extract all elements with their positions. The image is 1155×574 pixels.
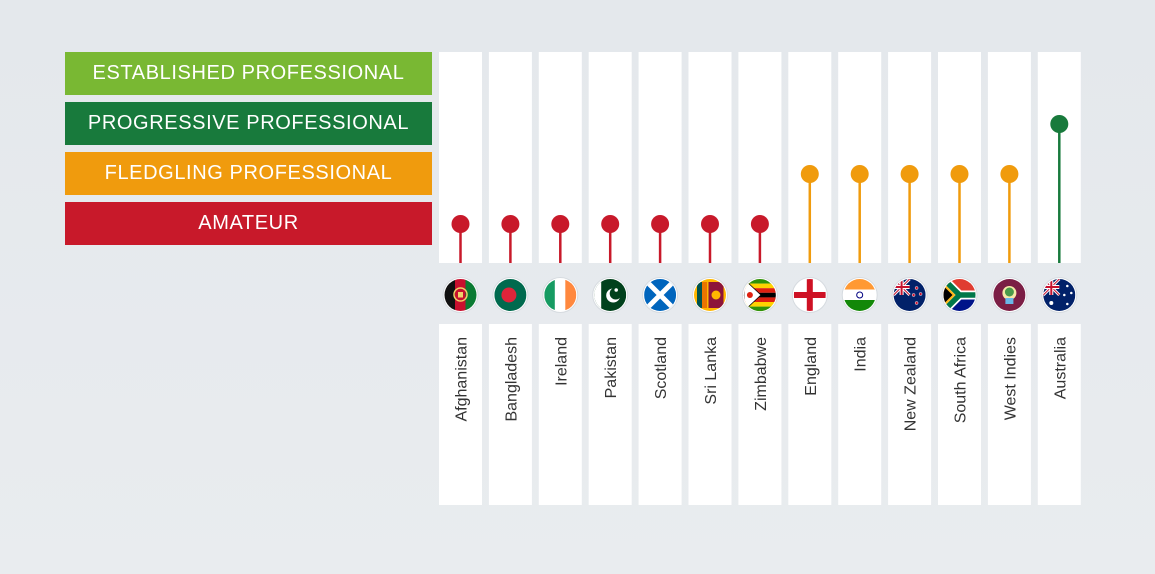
- country-label-afghanistan: Afghanistan: [454, 337, 471, 422]
- legend-item-established: ESTABLISHED PROFESSIONAL: [65, 52, 432, 95]
- legend-item-progressive: PROGRESSIVE PROFESSIONAL: [65, 102, 432, 145]
- legend-item-amateur: AMATEUR: [65, 202, 432, 245]
- country-label-australia: Australia: [1052, 337, 1069, 399]
- country-label-south-africa: South Africa: [953, 337, 970, 423]
- bangladesh-flag-icon: [494, 279, 527, 311]
- flag-artwork-scotland: [644, 279, 677, 311]
- chart-legend: ESTABLISHED PROFESSIONAL PROGRESSIVE PRO…: [65, 52, 432, 252]
- label-card-new-zealand: [888, 324, 932, 505]
- ireland-flag-icon: [544, 279, 577, 311]
- india-flag-icon: [843, 279, 876, 311]
- label-card-bangladesh: [488, 324, 532, 505]
- new-zealand-flag-icon: [893, 279, 926, 311]
- flag-artwork-south-africa: [943, 279, 976, 311]
- point-scotland: [651, 215, 670, 233]
- point-india: [850, 165, 869, 183]
- label-card-afghanistan: [439, 324, 482, 505]
- flag-artwork-bangladesh: [494, 279, 527, 311]
- country-label-england: England: [803, 337, 820, 396]
- label-card-sri-lanka: [688, 324, 732, 505]
- point-ireland: [551, 215, 570, 233]
- point-afghanistan: [451, 215, 470, 233]
- legend-item-fledgling: FLEDGLING PROFESSIONAL: [65, 152, 432, 195]
- point-new-zealand: [900, 165, 919, 183]
- scotland-flag-icon: [644, 279, 677, 311]
- west-indies-flag-icon: [993, 279, 1026, 311]
- country-label-bangladesh: Bangladesh: [503, 337, 520, 422]
- flag-artwork-zimbabwe: [743, 279, 776, 312]
- flag-artwork-sri-lanka: [694, 279, 726, 311]
- point-bangladesh: [501, 215, 520, 233]
- england-flag-icon: [793, 279, 826, 311]
- flag-artwork-ireland: [544, 279, 577, 311]
- label-card-south-africa: [938, 324, 981, 505]
- country-label-new-zealand: New Zealand: [903, 337, 920, 431]
- flag-artwork-india: [843, 279, 876, 311]
- point-england: [800, 165, 819, 183]
- country-label-west-indies: West Indies: [1002, 337, 1019, 420]
- point-australia: [1050, 115, 1069, 133]
- label-card-ireland: [538, 324, 582, 505]
- flag-artwork-new-zealand: [893, 279, 926, 311]
- country-label-ireland: Ireland: [553, 337, 570, 386]
- flag-artwork-west-indies: [993, 279, 1026, 311]
- label-card-australia: [1037, 324, 1081, 505]
- flag-artwork-england: [793, 279, 826, 311]
- country-label-sri-lanka: Sri Lanka: [703, 337, 720, 405]
- label-card-scotland: [638, 324, 682, 505]
- label-card-zimbabwe: [738, 324, 782, 505]
- label-card-india: [838, 324, 882, 505]
- south-africa-flag-icon: [943, 279, 976, 311]
- australia-flag-icon: [1043, 279, 1076, 311]
- label-card-west-indies: [987, 324, 1031, 505]
- label-card-england: [788, 324, 832, 505]
- country-label-india: India: [853, 337, 870, 372]
- flag-artwork-australia: [1043, 279, 1076, 311]
- point-pakistan: [601, 215, 620, 233]
- afghanistan-flag-icon: [444, 279, 477, 311]
- flag-artwork-afghanistan: [444, 279, 477, 311]
- point-south-africa: [950, 165, 969, 183]
- point-west-indies: [1000, 165, 1019, 183]
- point-zimbabwe: [750, 215, 769, 233]
- zimbabwe-flag-icon: [743, 279, 776, 312]
- country-label-pakistan: Pakistan: [603, 337, 620, 398]
- sri-lanka-flag-icon: [694, 279, 726, 311]
- flag-artwork-pakistan: [594, 279, 627, 311]
- country-label-zimbabwe: Zimbabwe: [753, 337, 770, 411]
- pakistan-flag-icon: [594, 279, 627, 311]
- point-sri-lanka: [701, 215, 719, 233]
- label-card-pakistan: [588, 324, 632, 505]
- country-label-scotland: Scotland: [653, 337, 670, 399]
